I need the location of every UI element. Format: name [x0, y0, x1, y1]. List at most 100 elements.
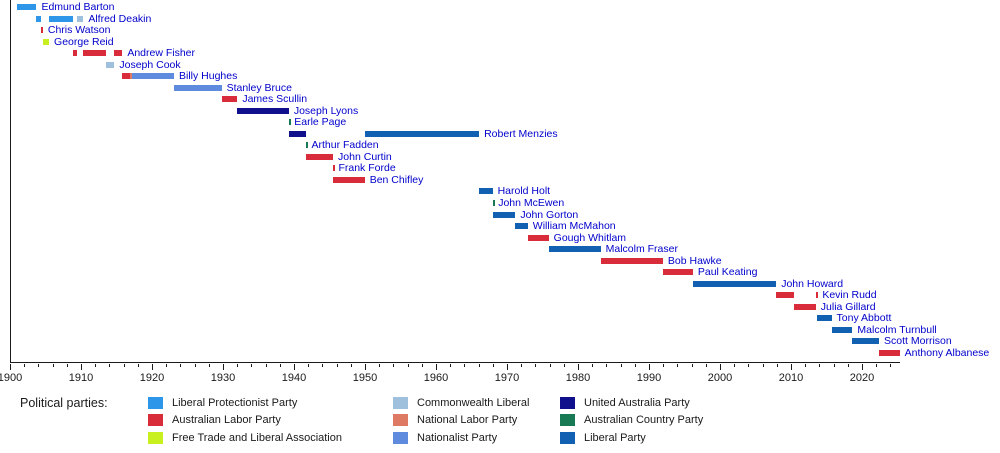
pm-name-label: Arthur Fadden: [311, 139, 379, 152]
pm-name-label: Joseph Lyons: [293, 104, 359, 117]
term-bar: [515, 223, 528, 230]
pm-name-label: Anthony Albanese: [904, 346, 990, 359]
axis-minor-tick: [535, 363, 537, 367]
axis-year-label: 1900: [0, 372, 23, 384]
axis-minor-tick: [521, 363, 523, 367]
legend-swatch-freetrade: [148, 431, 163, 444]
term-bar: [852, 338, 880, 345]
axis-minor-tick: [95, 363, 97, 367]
term-bar: [600, 257, 663, 264]
term-bar: [548, 246, 601, 253]
axis-major-tick: [862, 363, 863, 370]
legend-label-nationalist: Nationalist Party: [417, 431, 498, 444]
axis-minor-tick: [194, 363, 196, 367]
axis-minor-tick: [549, 363, 551, 367]
axis-minor-tick: [123, 363, 125, 367]
term-bar: [815, 292, 818, 299]
axis-minor-tick: [890, 363, 892, 367]
axis-year-label: 1920: [139, 372, 165, 384]
axis-minor-tick: [705, 363, 707, 367]
term-bar: [221, 96, 238, 103]
term-bar: [77, 15, 84, 22]
pm-name-label: Frank Forde: [338, 162, 396, 175]
term-bar: [289, 130, 306, 137]
term-bar: [333, 176, 365, 183]
pm-name-label: Earle Page: [294, 116, 347, 129]
axis-minor-tick: [279, 363, 281, 367]
pm-name-label: Stanley Bruce: [226, 81, 292, 94]
axis-year-label: 1960: [423, 372, 449, 384]
axis-minor-tick: [620, 363, 622, 367]
axis-year-label: 2000: [707, 372, 733, 384]
term-bar: [49, 15, 73, 22]
axis-minor-tick: [563, 363, 565, 367]
pm-name-label: Bob Hawke: [667, 254, 722, 267]
axis-minor-tick: [24, 363, 26, 367]
axis-minor-tick: [166, 363, 168, 367]
term-bar: [105, 61, 115, 68]
term-bar: [817, 315, 832, 322]
pm-name-label: Robert Menzies: [484, 127, 558, 140]
legend-label-freetrade: Free Trade and Liberal Association: [172, 431, 342, 444]
term-bar: [527, 234, 549, 241]
term-bar: [42, 38, 50, 45]
legend-label-liberal: Liberal Party: [584, 431, 646, 444]
axis-minor-tick: [876, 363, 878, 367]
axis-year-label: 1950: [352, 372, 378, 384]
legend-label-commonwealth: Commonwealth Liberal: [417, 397, 530, 409]
pm-name-label: Edmund Barton: [41, 1, 115, 13]
pm-name-label: Andrew Fisher: [127, 47, 196, 60]
legend-swatch-protectionist: [148, 397, 163, 409]
axis-major-tick: [507, 363, 508, 370]
legend-swatch-nationalist: [393, 431, 408, 444]
pm-name-label: John Gorton: [520, 208, 579, 221]
term-bar: [17, 4, 37, 10]
axis-minor-tick: [776, 363, 778, 367]
axis-minor-tick: [421, 363, 423, 367]
axis-minor-tick: [478, 363, 480, 367]
axis-minor-tick: [350, 363, 352, 367]
term-bar: [794, 303, 816, 310]
axis-minor-tick: [52, 363, 54, 367]
axis-year-label: 1980: [565, 372, 591, 384]
axis-minor-tick: [336, 363, 338, 367]
legend-title: Political parties:: [20, 396, 108, 410]
axis-minor-tick: [634, 363, 636, 367]
term-bar: [333, 165, 336, 172]
axis-major-tick: [223, 363, 224, 370]
term-bar: [72, 50, 78, 57]
axis-minor-tick: [691, 363, 693, 367]
axis-major-tick: [720, 363, 721, 370]
axis-major-tick: [294, 363, 295, 370]
axis-year-label: 1970: [494, 372, 520, 384]
axis-minor-tick: [208, 363, 210, 367]
pm-name-label: James Scullin: [242, 93, 308, 106]
term-bar: [831, 326, 853, 333]
term-bar: [36, 15, 41, 22]
legend-label-country: Australian Country Party: [584, 414, 704, 427]
axis-year-label: 1990: [636, 372, 662, 384]
axis-minor-tick: [38, 363, 40, 367]
axis-major-tick: [436, 363, 437, 370]
axis-minor-tick: [833, 363, 835, 367]
pm-name-label: Joseph Cook: [119, 58, 181, 71]
axis-minor-tick: [762, 363, 764, 367]
pm-name-label: Chris Watson: [47, 24, 111, 37]
term-bar: [288, 119, 291, 126]
pm-name-label: William McMahon: [532, 220, 616, 233]
legend-swatch-national_labor: [393, 414, 408, 427]
y-axis-line: [10, 0, 11, 362]
axis-minor-tick: [847, 363, 849, 367]
term-bar: [692, 280, 777, 287]
axis-major-tick: [649, 363, 650, 370]
axis-year-label: 1930: [210, 372, 236, 384]
pm-name-label: John Howard: [781, 277, 844, 290]
term-bar: [131, 73, 174, 80]
pm-name-label: John Curtin: [338, 150, 392, 163]
legend-label-protectionist: Liberal Protectionist Party: [172, 397, 298, 409]
term-bar: [40, 27, 43, 34]
pm-name-label: Ben Chifley: [369, 173, 424, 186]
term-bar: [83, 50, 106, 57]
pm-name-label: Malcolm Fraser: [605, 243, 678, 256]
pm-name-label: John McEwen: [498, 197, 565, 209]
